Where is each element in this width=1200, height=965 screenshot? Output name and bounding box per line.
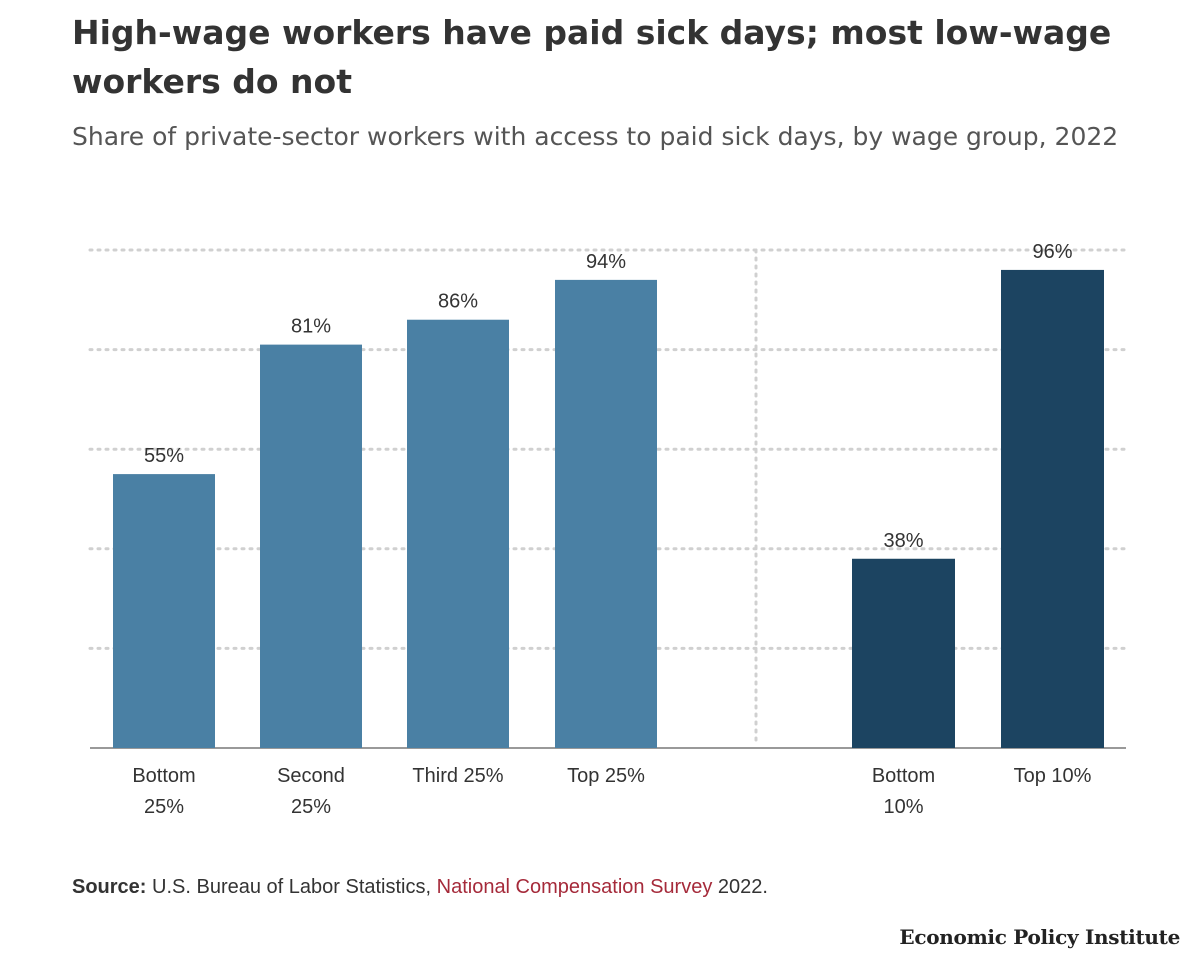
bar-deciles-1	[1001, 269, 1104, 748]
bar-deciles-0	[852, 558, 955, 748]
chart-subtitle: Share of private-sector workers with acc…	[72, 122, 1119, 151]
source-text: U.S. Bureau of Labor Statistics,	[152, 876, 437, 898]
data-label: 96%	[1032, 241, 1072, 263]
category-label: Top 10%	[1014, 765, 1092, 787]
data-label: 86%	[438, 291, 478, 313]
category-label: Bottom 10%	[872, 765, 935, 818]
data-label: 94%	[586, 251, 626, 273]
data-label: 81%	[291, 316, 331, 338]
data-label: 38%	[883, 530, 923, 552]
category-labels: Bottom 25% Second 25% Third 25% Top 25% Bottom…	[132, 765, 1091, 818]
category-label: Second 25%	[277, 765, 345, 818]
chart-title: High-wage workers have paid sick days; m…	[72, 13, 1112, 101]
category-label: Bottom 25%	[132, 765, 195, 818]
data-label: 55%	[144, 445, 184, 467]
bars	[113, 269, 1104, 748]
source-suffix: 2022.	[712, 876, 768, 898]
bar-quartiles-3	[555, 279, 657, 748]
bar-quartiles-2	[407, 319, 509, 748]
epi-logo: Economic Policy Institute	[899, 925, 1180, 949]
category-label: Top 25%	[567, 765, 645, 787]
source-link[interactable]: National Compensation Survey	[436, 876, 713, 898]
category-label: Third 25%	[412, 765, 503, 787]
source-note: Source: U.S. Bureau of Labor Statistics,…	[72, 876, 768, 899]
data-labels: 55% 81% 86% 94% 38% 96%	[144, 241, 1073, 552]
source-label: Source:	[72, 876, 147, 898]
bar-quartiles-0	[113, 474, 215, 748]
bar-quartiles-1	[260, 344, 362, 748]
